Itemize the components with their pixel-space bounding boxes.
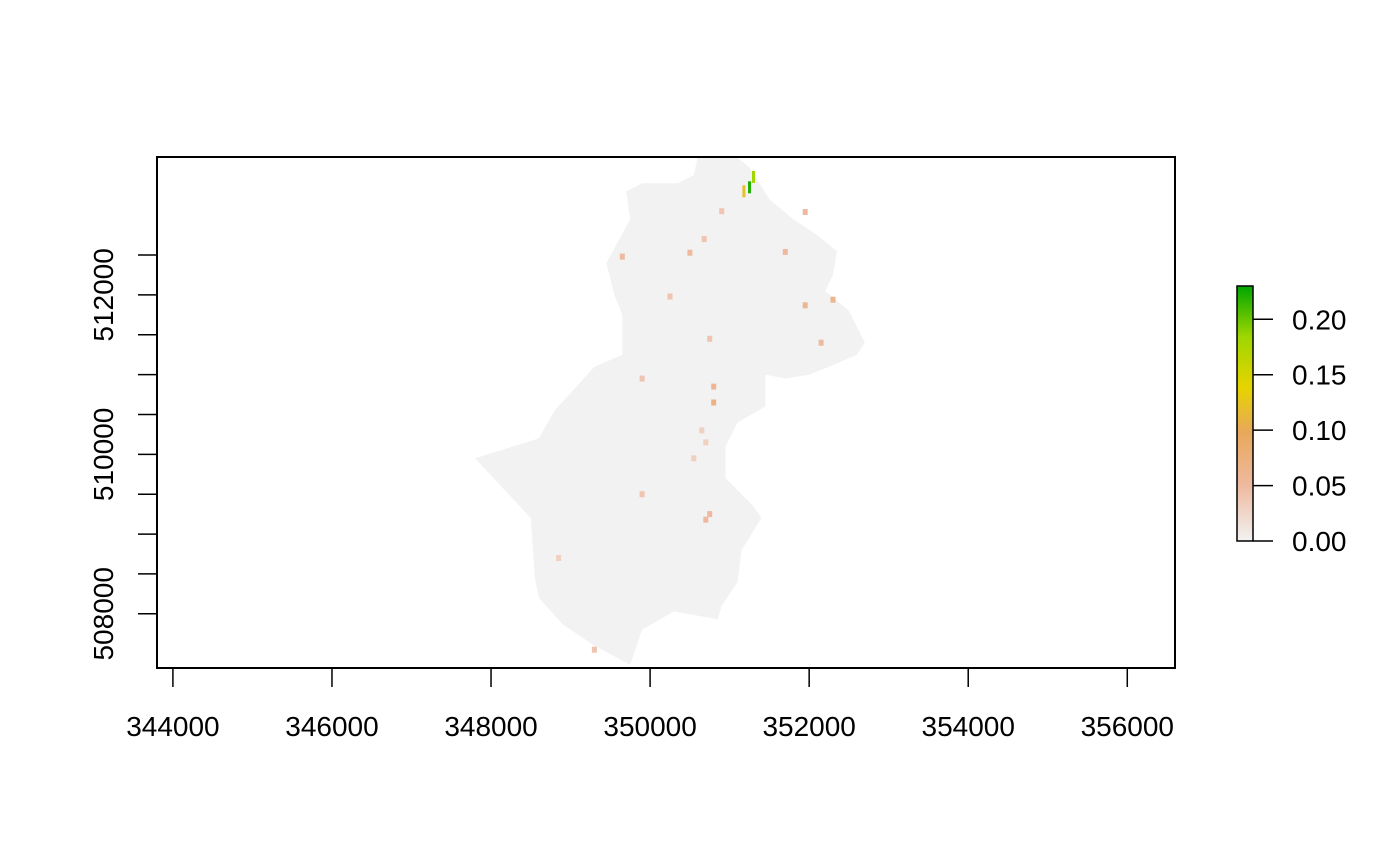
value-patch: [711, 399, 717, 406]
x-tick-label: 348000: [444, 711, 537, 742]
study-region: [475, 157, 865, 665]
color-legend: 0.00 0.05 0.10 0.15 0.20: [1236, 285, 1347, 557]
value-patch: [802, 209, 808, 215]
legend-tick-label: 0.05: [1292, 471, 1347, 502]
x-tick-label: 346000: [285, 711, 378, 742]
value-patch: [830, 296, 836, 303]
value-patch: [556, 555, 562, 561]
legend-colorbar: [1236, 285, 1254, 542]
value-patch: [719, 208, 725, 215]
x-tick-label: 352000: [762, 711, 855, 742]
value-patch: [782, 248, 788, 255]
x-axis: 344000 346000 348000 350000 352000 354000 3560…: [126, 667, 1174, 742]
value-patch: [701, 236, 707, 243]
value-patches: [556, 170, 836, 653]
y-tick-label: 508000: [88, 567, 119, 660]
legend-tick-label: 0.10: [1292, 415, 1347, 446]
value-patch: [639, 375, 645, 382]
value-patch: [752, 170, 755, 183]
value-patch: [748, 181, 751, 194]
x-tick-label: 354000: [922, 711, 1015, 742]
legend-tick-label: 0.00: [1292, 526, 1347, 557]
y-axis: 508000 510000 512000: [88, 248, 158, 661]
legend-tick-label: 0.20: [1292, 304, 1347, 335]
x-tick-label: 350000: [603, 711, 696, 742]
legend-tick-label: 0.15: [1292, 360, 1347, 391]
value-patch: [639, 491, 645, 498]
value-patch: [691, 455, 697, 462]
value-patch: [687, 249, 693, 256]
legend-ticks: 0.00 0.05 0.10 0.15 0.20: [1253, 304, 1347, 557]
y-tick-label: 510000: [88, 408, 119, 501]
value-patch: [703, 439, 709, 446]
y-tick-label: 512000: [88, 248, 119, 341]
x-tick-label: 344000: [126, 711, 219, 742]
value-patch: [667, 293, 673, 300]
value-patch: [707, 335, 713, 342]
value-patch: [707, 511, 713, 518]
value-patch: [699, 427, 705, 434]
value-patch: [802, 302, 808, 309]
value-patch: [591, 646, 597, 653]
value-patch: [711, 383, 717, 390]
value-patch: [703, 516, 709, 523]
plot-area: [475, 157, 865, 665]
value-patch: [619, 253, 625, 260]
x-tick-label: 356000: [1081, 711, 1174, 742]
value-patch: [742, 185, 746, 198]
value-patch: [818, 339, 824, 346]
